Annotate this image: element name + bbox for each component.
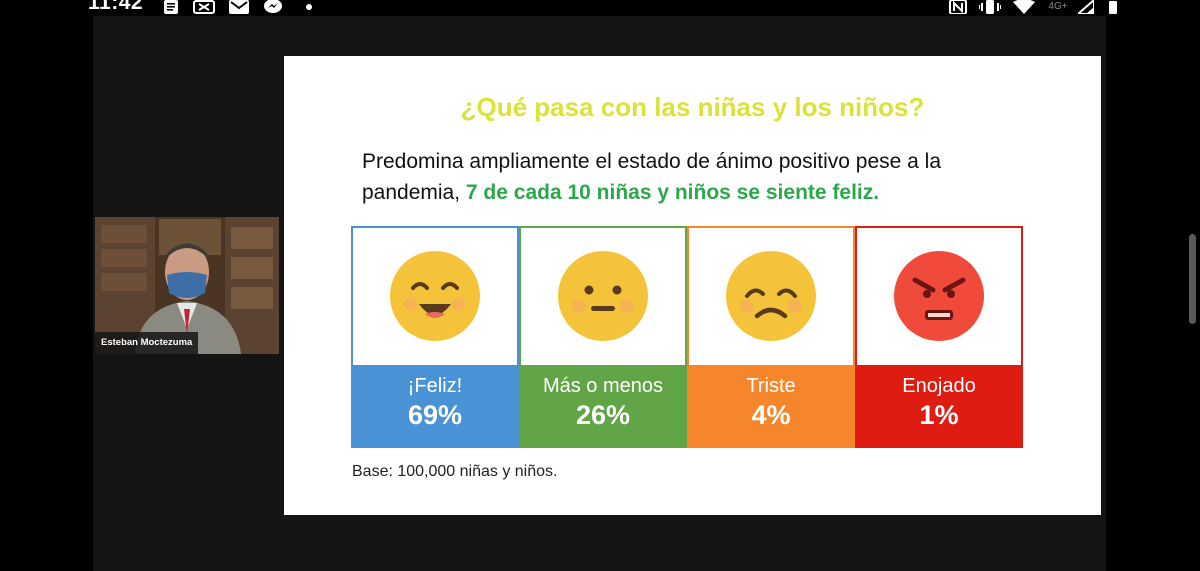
slide-title: ¿Qué pasa con las niñas y los niños?	[460, 92, 925, 122]
mood-percentage: 1%	[919, 400, 959, 430]
mood-card-angry: Enojado 1%	[855, 226, 1023, 448]
mood-card-neutral: Más o menos 26%	[519, 226, 687, 448]
participant-video[interactable]: Esteban Moctezuma	[95, 217, 279, 354]
mood-label-box: ¡Feliz! 69%	[351, 365, 519, 448]
vibrate-icon	[979, 0, 1001, 14]
slide-description-text: Predomina ampliamente el estado de ánimo…	[362, 150, 942, 204]
messenger-icon	[263, 0, 283, 14]
mood-percentage: 69%	[407, 400, 463, 430]
signal-icon	[1077, 0, 1095, 14]
video-icon	[193, 0, 215, 14]
wifi-icon	[1012, 0, 1036, 14]
status-bar: 11:42 4G+	[0, 0, 1200, 16]
gmail-icon	[229, 0, 249, 14]
mood-label-box: Más o menos 26%	[519, 365, 687, 448]
mood-label: Triste	[746, 375, 796, 397]
mood-panel: ¡Feliz! 69% Más o menos 26%	[351, 226, 1025, 448]
sad-face-icon	[726, 251, 816, 341]
mood-label-box: Enojado 1%	[855, 365, 1023, 448]
mood-label: Más o menos	[542, 375, 664, 397]
mood-label: ¡Feliz!	[407, 375, 463, 397]
notes-icon	[162, 0, 180, 14]
mood-label-box: Triste 4%	[687, 365, 855, 448]
scroll-handle[interactable]	[1189, 234, 1196, 324]
slide-description: Predomina ampliamente el estado de ánimo…	[362, 146, 1042, 208]
clock: 11:42	[88, 0, 144, 14]
slide-base-note: Base: 100,000 niñas y niños.	[352, 463, 558, 480]
nfc-icon	[948, 0, 968, 14]
mood-card-happy: ¡Feliz! 69%	[351, 226, 519, 448]
slide-description-highlight: 7 de cada 10 niñas y niños se siente fel…	[465, 181, 880, 204]
angry-face-icon	[894, 251, 984, 341]
4g-icon: 4G+	[1048, 1, 1068, 12]
mood-label: Enojado	[902, 375, 976, 397]
mood-percentage: 4%	[751, 400, 791, 430]
participant-camera-image	[95, 217, 279, 354]
participant-name-tag: Esteban Moctezuma	[95, 332, 199, 354]
mood-percentage: 26%	[575, 400, 631, 430]
shared-slide: ¿Qué pasa con las niñas y los niños? Pre…	[284, 56, 1101, 515]
battery-icon	[1106, 0, 1120, 14]
mood-card-sad: Triste 4%	[687, 226, 855, 448]
neutral-face-icon	[558, 251, 648, 341]
happy-face-icon	[390, 251, 480, 341]
dot-icon	[305, 0, 313, 14]
